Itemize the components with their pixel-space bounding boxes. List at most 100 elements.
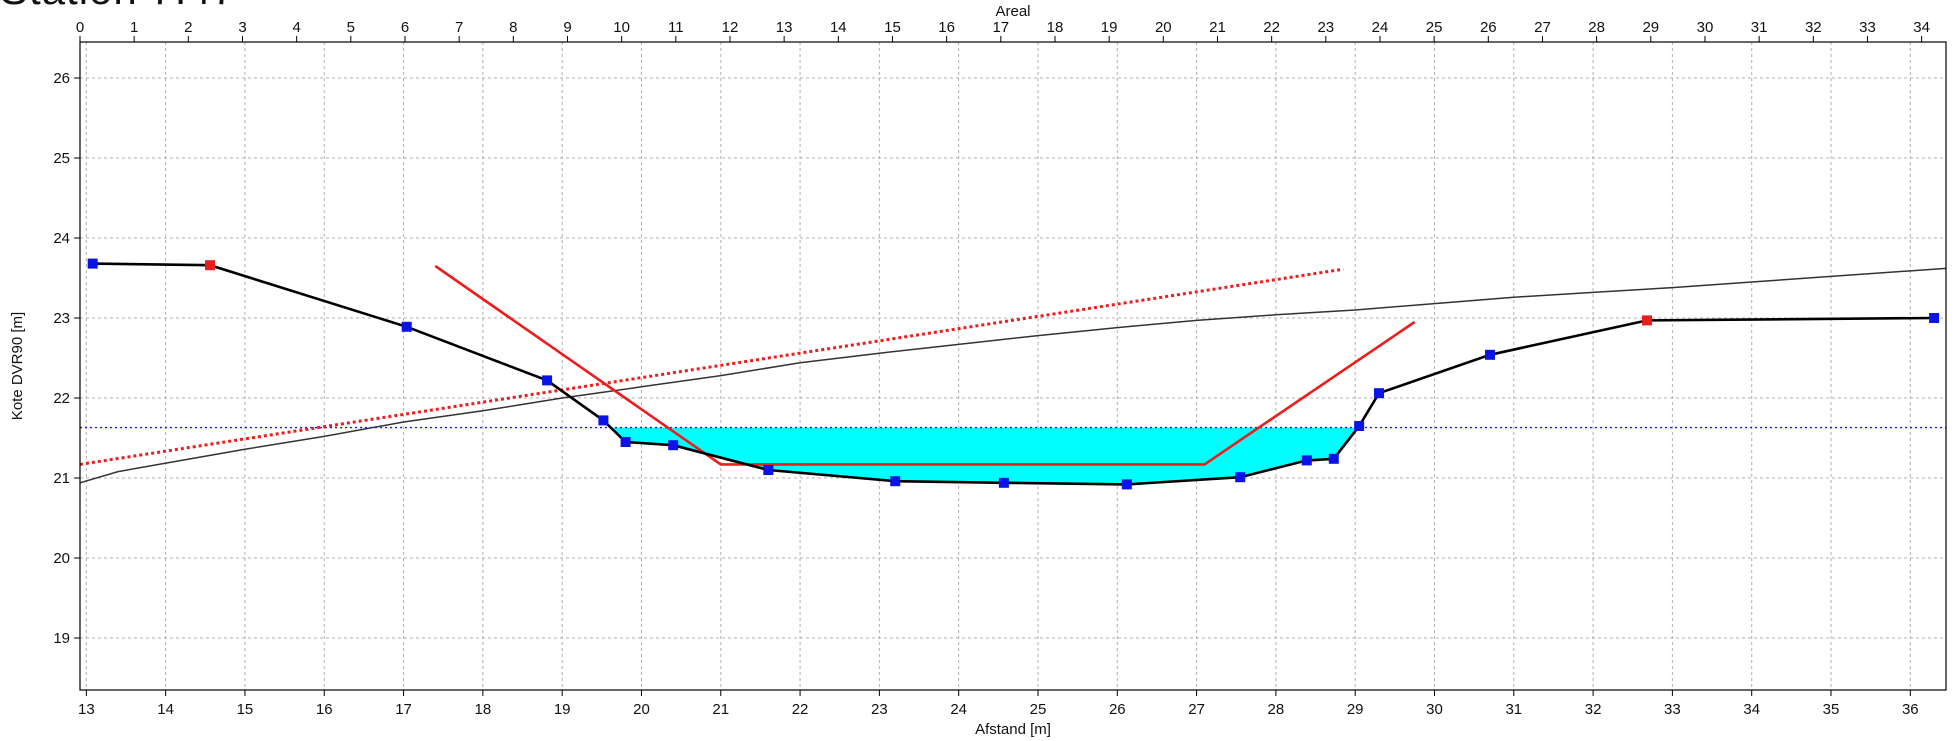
- x-tick-label: 17: [395, 701, 412, 718]
- y-tick-label: 22: [53, 390, 70, 407]
- chart-title: Station 7.47: [0, 0, 236, 14]
- profile-marker-blue: [1929, 313, 1940, 323]
- x-tick-label: 23: [871, 701, 888, 718]
- top-tick-label: 6: [401, 19, 409, 36]
- top-tick-label: 25: [1426, 19, 1443, 36]
- x-tick-label: 27: [1188, 701, 1205, 718]
- top-tick-label: 11: [668, 19, 684, 36]
- top-tick-label: 1: [130, 19, 138, 36]
- x-tick-label: 35: [1823, 701, 1840, 718]
- profile-marker-blue: [401, 321, 412, 332]
- y-tick-label: 23: [53, 310, 70, 327]
- profile-marker-blue: [87, 258, 98, 269]
- profile-marker-red: [1642, 315, 1653, 326]
- plot-frame: [79, 41, 1947, 691]
- profile-marker-red: [205, 260, 216, 271]
- top-tick-label: 31: [1751, 19, 1768, 36]
- y-axis-label: Kote DVR90 [m]: [9, 312, 26, 420]
- top-tick-label: 2: [184, 19, 192, 36]
- profile-marker-blue: [620, 437, 631, 447]
- y-tick-label: 20: [53, 550, 70, 567]
- x-tick-label: 29: [1347, 701, 1364, 718]
- x-tick-label: 22: [792, 701, 809, 718]
- profile-marker-blue: [1354, 421, 1365, 431]
- top-tick-label: 5: [347, 19, 355, 36]
- design-profile-line: [434, 264, 1416, 466]
- x-tick-label: 13: [78, 701, 95, 718]
- x-tick-label: 34: [1743, 701, 1760, 718]
- profile-marker-blue: [1235, 472, 1246, 483]
- top-tick-label: 16: [938, 19, 955, 36]
- profile-marker-blue: [998, 477, 1009, 488]
- profile-marker-blue: [890, 476, 901, 487]
- x-tick-label: 28: [1268, 701, 1285, 718]
- x-tick-label: 31: [1505, 701, 1522, 718]
- top-tick-label: 27: [1534, 19, 1551, 36]
- top-tick-label: 0: [76, 19, 84, 36]
- x-tick-label: 32: [1585, 701, 1602, 718]
- y-tick-label: 25: [53, 150, 70, 167]
- x-tick-label: 19: [554, 701, 571, 718]
- top-axis-label: Areal: [995, 3, 1030, 20]
- x-tick-label: 18: [475, 701, 492, 718]
- x-tick-label: 30: [1426, 701, 1443, 718]
- top-tick-label: 30: [1697, 19, 1714, 36]
- top-tick-label: 14: [830, 19, 847, 36]
- x-tick-label: 15: [237, 701, 254, 718]
- top-tick-label: 22: [1263, 19, 1280, 36]
- x-tick-label: 25: [1030, 701, 1047, 718]
- y-tick-label: 19: [53, 630, 70, 647]
- top-tick-label: 20: [1155, 19, 1172, 36]
- top-tick-label: 4: [292, 19, 300, 36]
- x-tick-label: 24: [950, 701, 967, 718]
- top-tick-label: 19: [1101, 19, 1118, 36]
- top-tick-label: 33: [1859, 19, 1876, 36]
- top-tick-label: 8: [509, 19, 517, 36]
- top-tick-label: 32: [1805, 19, 1822, 36]
- top-tick-label: 7: [455, 19, 463, 36]
- x-axis-label: Afstand [m]: [975, 721, 1051, 738]
- design-profile-layer: [434, 264, 1416, 466]
- x-tick-label: 20: [633, 701, 650, 718]
- x-tick-label: 33: [1664, 701, 1681, 718]
- water-fill: [610, 427, 1358, 485]
- profile-marker-blue: [763, 465, 774, 475]
- top-tick-label: 24: [1372, 19, 1389, 36]
- top-tick-label: 9: [563, 19, 571, 36]
- top-tick-label: 13: [776, 19, 793, 36]
- profile-marker-blue: [1328, 453, 1339, 464]
- x-tick-label: 21: [712, 701, 729, 718]
- x-tick-label: 26: [1109, 701, 1126, 718]
- top-tick-label: 29: [1642, 19, 1659, 36]
- profile-marker-blue: [598, 415, 609, 426]
- top-tick-label: 3: [238, 19, 246, 36]
- grid: [80, 42, 1946, 690]
- marker-layer: [87, 258, 1940, 490]
- top-tick-label: 12: [722, 19, 739, 36]
- top-tick-label: 10: [613, 19, 630, 36]
- profile-marker-blue: [668, 440, 679, 451]
- top-tick-label: 34: [1913, 19, 1930, 36]
- top-tick-label: 17: [992, 19, 1009, 36]
- top-tick-label: 28: [1588, 19, 1605, 36]
- profile-marker-blue: [1121, 479, 1132, 490]
- y-tick-label: 24: [53, 230, 70, 247]
- y-tick-label: 26: [53, 70, 70, 87]
- x-tick-label: 14: [157, 701, 174, 718]
- top-tick-label: 18: [1047, 19, 1064, 36]
- water-layer: [80, 426, 1946, 485]
- area-curve-layer: [79, 267, 1947, 484]
- top-tick-label: 23: [1317, 19, 1334, 36]
- axis-labels: Afstand [m] Areal Kote DVR90 [m]: [9, 3, 1051, 738]
- y-tick-label: 21: [53, 470, 70, 487]
- profile-marker-blue: [1485, 349, 1496, 360]
- area-curve-line: [79, 267, 1947, 484]
- top-tick-label: 26: [1480, 19, 1497, 36]
- x-tick-label: 16: [316, 701, 333, 718]
- top-tick-label: 21: [1209, 19, 1226, 36]
- profile-marker-blue: [542, 375, 553, 386]
- top-tick-label: 15: [884, 19, 901, 36]
